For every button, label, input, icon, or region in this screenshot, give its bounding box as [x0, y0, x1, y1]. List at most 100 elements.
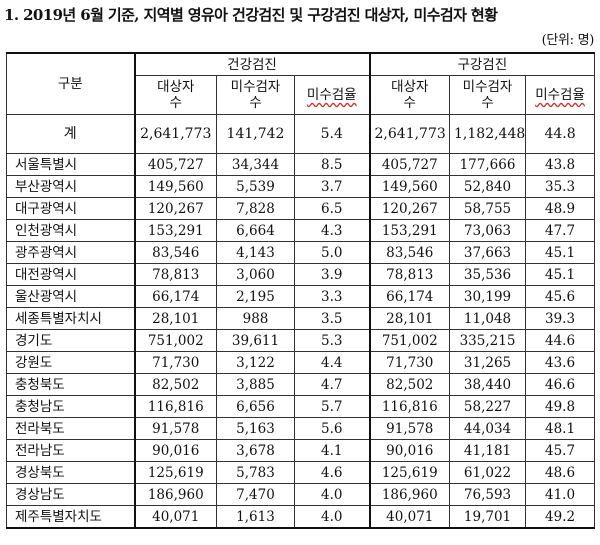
region-name-cell: 경상남도: [6, 483, 135, 506]
health-unexamined-cell: 988: [216, 307, 295, 330]
table-row: 경상북도 125,619 5,783 4.6 125,619 61,022 48.6: [6, 461, 596, 484]
dental-rate-header: 미수검율: [525, 75, 596, 115]
health-rate-cell: 4.6: [293, 461, 371, 484]
health-rate-cell: 4.0: [293, 483, 371, 506]
dental-checkup-header: 구강검진: [368, 52, 596, 76]
health-unexamined-cell: 3,678: [216, 439, 295, 462]
health-subjects-cell: 66,174: [133, 285, 217, 308]
health-checkup-header: 건강검진: [133, 52, 371, 76]
health-subjects-cell: 149,560: [133, 175, 217, 198]
health-unexamined-cell: 39,611: [216, 329, 295, 352]
dental-rate-cell: 48.6: [525, 461, 596, 484]
dental-rate-cell: 45.6: [525, 285, 596, 308]
health-unexamined-cell: 6,656: [216, 395, 295, 418]
health-rate-cell: 3.7: [293, 175, 371, 198]
table-row: 인천광역시 153,291 6,664 4.3 153,291 73,063 47.7: [6, 219, 596, 242]
region-name-cell: 인천광역시: [6, 219, 135, 242]
dental-unexamined-cell: 38,440: [449, 373, 527, 396]
health-unexamined-cell: 3,060: [216, 263, 295, 286]
health-subjects-cell: 83,546: [133, 241, 217, 264]
total-row: 계 2,641,773 141,742 5.4 2,641,773 1,182,…: [6, 114, 596, 154]
health-subjects-cell: 751,002: [133, 329, 217, 352]
table-row: 광주광역시 83,546 4,143 5.0 83,546 37,663 45.1: [6, 241, 596, 264]
health-rate-cell: 5.6: [293, 417, 371, 440]
dental-rate-cell: 45.7: [525, 439, 596, 462]
health-unexamined-cell: 2,195: [216, 285, 295, 308]
dental-unexamined-header: 미수검자 수: [449, 75, 527, 115]
health-rate-cell: 6.5: [293, 197, 371, 220]
unit-label: (단위: 명): [541, 33, 595, 48]
region-name-cell: 전라남도: [6, 439, 135, 462]
dental-unexamined-cell: 19,701: [449, 505, 527, 529]
table-row: 경상남도 186,960 7,470 4.0 186,960 76,593 41.0: [6, 483, 596, 506]
dental-unexamined-cell: 31,265: [449, 351, 527, 374]
region-name-cell: 서울특별시: [6, 153, 135, 176]
region-name-cell: 부산광역시: [6, 175, 135, 198]
dental-subjects-cell: 153,291: [368, 219, 451, 242]
health-subjects-cell: 186,960: [133, 483, 217, 506]
dental-unexamined-cell: 335,215: [449, 329, 527, 352]
dental-unexamined-cell: 58,227: [449, 395, 527, 418]
dental-unexamined-cell: 44,034: [449, 417, 527, 440]
health-rate-cell: 8.5: [293, 153, 371, 176]
dental-subjects-cell: 751,002: [368, 329, 451, 352]
health-unexamined-cell: 6,664: [216, 219, 295, 242]
health-subjects-cell: 91,578: [133, 417, 217, 440]
dental-subjects-cell: 82,502: [368, 373, 451, 396]
health-subjects-cell: 78,813: [133, 263, 217, 286]
dental-unexamined-cell: 61,022: [449, 461, 527, 484]
health-subjects-cell: 28,101: [133, 307, 217, 330]
dental-subjects-cell: 116,816: [368, 395, 451, 418]
document-title: 1. 2019년 6월 기준, 지역별 영유아 건강검진 및 구강검진 대상자,…: [4, 6, 498, 24]
dental-subjects-cell: 90,016: [368, 439, 451, 462]
region-name-cell: 대전광역시: [6, 263, 135, 286]
health-subjects-cell: 90,016: [133, 439, 217, 462]
table-row: 부산광역시 149,560 5,539 3.7 149,560 52,840 35.3: [6, 175, 596, 198]
health-rate-cell: 4.3: [293, 219, 371, 242]
dental-subjects-cell: 186,960: [368, 483, 451, 506]
health-rate-cell: 5.3: [293, 329, 371, 352]
region-name-cell: 광주광역시: [6, 241, 135, 264]
health-rate-cell: 5.0: [293, 241, 371, 264]
dental-subjects-cell: 66,174: [368, 285, 451, 308]
table-row: 전라남도 90,016 3,678 4.1 90,016 41,181 45.7: [6, 439, 596, 462]
table-row: 충청북도 82,502 3,885 4.7 82,502 38,440 46.6: [6, 373, 596, 396]
region-name-cell: 제주특별자치도: [6, 505, 135, 529]
dental-subjects-cell: 28,101: [368, 307, 451, 330]
dental-rate-cell: 35.3: [525, 175, 596, 198]
dental-rate-cell: 43.8: [525, 153, 596, 176]
total-health-unexamined: 141,742: [216, 114, 295, 154]
health-rate-cell: 3.9: [293, 263, 371, 286]
dental-rate-cell: 43.6: [525, 351, 596, 374]
dental-unexamined-cell: 37,663: [449, 241, 527, 264]
dental-subjects-cell: 405,727: [368, 153, 451, 176]
dental-rate-cell: 45.1: [525, 241, 596, 264]
health-subjects-cell: 153,291: [133, 219, 217, 242]
dental-subjects-cell: 83,546: [368, 241, 451, 264]
table-row: 서울특별시 405,727 34,344 8.5 405,727 177,666 43.8: [6, 153, 596, 176]
total-health-subjects: 2,641,773: [133, 114, 217, 154]
health-unexamined-cell: 7,828: [216, 197, 295, 220]
health-subjects-header: 대상자 수: [133, 75, 217, 115]
table-row: 울산광역시 66,174 2,195 3.3 66,174 30,199 45.6: [6, 285, 596, 308]
health-unexamined-cell: 34,344: [216, 153, 295, 176]
health-subjects-cell: 125,619: [133, 461, 217, 484]
health-rate-cell: 3.5: [293, 307, 371, 330]
health-subjects-cell: 82,502: [133, 373, 217, 396]
dental-subjects-cell: 149,560: [368, 175, 451, 198]
health-rate-cell: 5.7: [293, 395, 371, 418]
health-rate-cell: 4.7: [293, 373, 371, 396]
dental-subjects-cell: 120,267: [368, 197, 451, 220]
dental-unexamined-cell: 35,536: [449, 263, 527, 286]
region-name-cell: 경상북도: [6, 461, 135, 484]
dental-rate-cell: 47.7: [525, 219, 596, 242]
health-subjects-cell: 116,816: [133, 395, 217, 418]
region-name-cell: 경기도: [6, 329, 135, 352]
region-name-cell: 충청남도: [6, 395, 135, 418]
dental-rate-cell: 39.3: [525, 307, 596, 330]
dental-unexamined-cell: 11,048: [449, 307, 527, 330]
statistics-table: 구분 건강검진 구강검진 대상자 수 미수검자 수 미수검율 대상자 수 미수검자 수 …: [6, 52, 596, 529]
region-name-cell: 충청북도: [6, 373, 135, 396]
dental-unexamined-cell: 41,181: [449, 439, 527, 462]
dental-unexamined-cell: 76,593: [449, 483, 527, 506]
